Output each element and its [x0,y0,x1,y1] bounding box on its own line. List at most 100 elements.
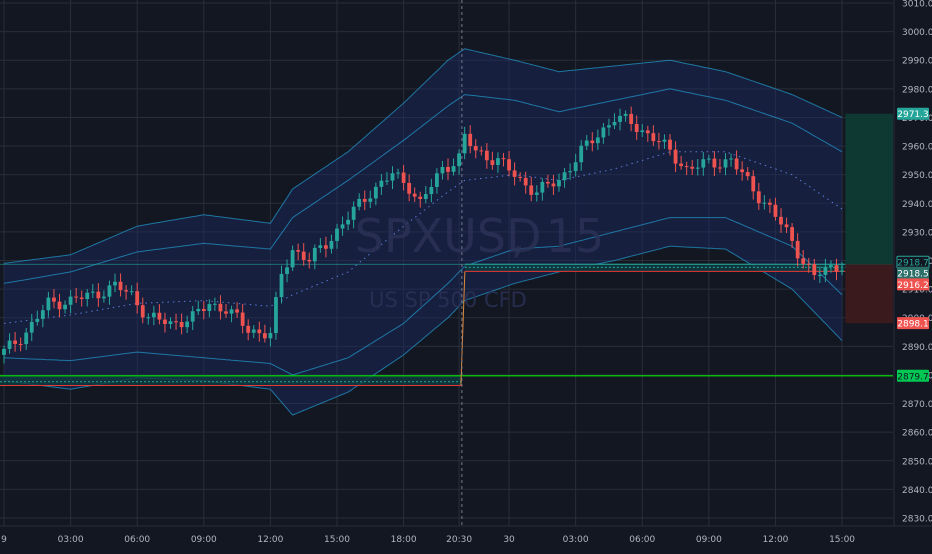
candle-body [296,250,301,252]
candle-body [102,296,106,299]
candle-body [679,163,683,167]
price-tick-label: 2850.0 [902,457,932,467]
candle-body [723,159,728,168]
watermark-comma: , [511,209,526,263]
candle-body [690,166,695,169]
candle-body [401,172,406,183]
candle-body [496,158,500,165]
time-tick-label: 20:30 [446,535,472,545]
candle-body [68,296,73,305]
candle-body [163,319,167,324]
band-line-lower-inner [3,217,843,376]
candle-body [185,321,190,328]
candle-body [301,251,306,260]
candle-body [512,170,517,177]
candle-body [385,180,389,182]
candle-body [729,158,733,160]
candle-body [274,297,278,334]
price-tick-label: 2890.0 [902,343,932,353]
long-position-tool[interactable] [845,113,893,324]
band-fill [4,48,842,416]
candle-body [584,140,589,146]
candle-body [268,333,273,339]
candle-body [262,333,267,339]
candle-body [362,198,367,202]
watermark-interval: 15 [546,209,605,263]
candle-body [35,318,40,322]
candle-body [712,158,717,168]
candle-body [501,158,506,160]
candle-body [390,173,395,181]
candle-body [13,340,17,344]
candle-body [196,308,201,312]
candle-body [607,125,611,128]
candle-body [618,115,622,122]
candle-body [745,172,750,177]
candle-body [546,181,550,184]
candle-body [534,192,539,195]
candle-body [240,312,245,326]
candle-body [507,159,511,171]
candle-body [734,158,739,170]
candle-body [312,247,317,262]
price-tick-label: 2860.0 [902,429,932,439]
candle-body [668,139,672,150]
candle-body [573,162,578,172]
watermark-ticker: SPXUSD [355,209,542,263]
candle-body [457,153,461,167]
price-label-support-text: 2879.7 [897,372,929,382]
time-axis-background [0,526,932,550]
price-label-support [897,369,929,382]
candle-body [568,171,572,173]
candle-body [829,265,833,267]
price-label-target-text: 2971.3 [897,110,929,120]
candle-body [718,167,722,169]
candle-body [324,245,328,249]
candle-body [335,228,339,241]
candle-body [290,250,295,268]
price-tick-label: 3000.0 [902,28,932,38]
candle-body [623,113,628,116]
candle-body [651,133,656,142]
candle-body [207,304,212,312]
price-label-stop_zone [897,317,929,330]
candle-body [113,281,117,286]
candle-body [812,264,817,276]
candle-body [657,141,661,143]
candle-body [779,216,783,225]
bollinger-bands [3,48,843,416]
band-center-line [3,151,843,324]
candle-body [435,173,439,187]
candle-body [529,185,534,195]
candle-body [407,182,412,194]
candle-body [351,206,356,220]
candle-body [562,172,567,181]
price-label-line-text: 2918.7 [897,259,929,269]
candle-body [329,240,334,249]
candle-body [662,139,667,142]
time-tick-label: 09:00 [191,535,217,545]
candle-body [190,311,195,322]
candle-body [224,311,228,314]
time-tick-label: 03:00 [563,535,589,545]
candle-body [213,303,217,305]
candle-body [784,224,789,228]
time-axis[interactable]: 9 03:00 06:00 09:00 12:00 15:00 18:00 20:30 30 03… [0,525,932,550]
band-line-upper-inner [3,88,843,284]
candle-body [451,166,456,172]
price-label-target [897,107,929,120]
candle-body [357,198,362,207]
candle-body [129,291,134,293]
candle-body [595,137,600,144]
candle-body [146,317,151,319]
price-tick-label: 2870.0 [902,400,932,410]
candle-body [7,340,12,349]
candle-body [135,291,140,306]
candle-body [540,181,545,193]
candle-body [817,274,822,276]
candle-body [629,113,634,124]
price-tick-label: 2980.0 [902,85,932,95]
